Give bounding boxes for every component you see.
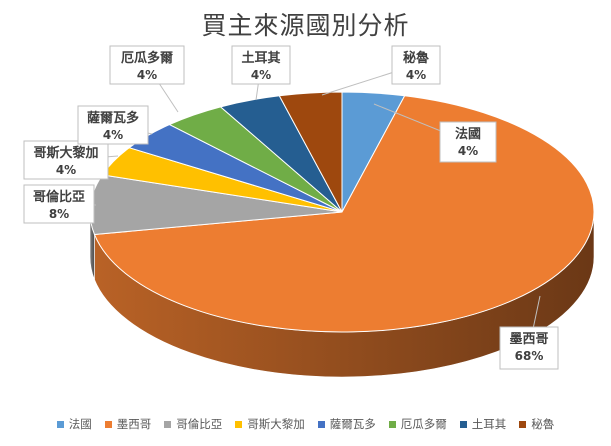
data-label-name: 秘魯 xyxy=(403,50,429,66)
data-label: 哥斯大黎加 4% xyxy=(23,140,109,180)
data-label-value: 8% xyxy=(49,207,69,221)
data-label-box xyxy=(439,121,497,163)
data-labels: 法國 4% 墨西哥 68% 哥倫比亞 8% 哥斯大黎加 4% 薩爾瓦多 4% 厄瓜多爾 4% 土耳其 4%… xyxy=(23,45,559,370)
legend-swatch xyxy=(519,420,527,428)
legend-swatch xyxy=(317,420,325,428)
legend-label: 哥倫比亞 xyxy=(176,417,223,431)
data-label-box xyxy=(499,326,559,370)
data-label-value: 68% xyxy=(515,349,544,363)
legend-item: 土耳其 xyxy=(459,416,507,432)
data-label-box xyxy=(231,45,291,85)
legend-item: 墨西哥 xyxy=(104,416,152,432)
data-label: 薩爾瓦多 4% xyxy=(77,105,149,145)
legend-item: 哥斯大黎加 xyxy=(235,416,305,432)
legend-swatch xyxy=(164,420,172,428)
data-label-name: 哥倫比亞 xyxy=(33,189,85,205)
legend-item: 薩爾瓦多 xyxy=(317,416,376,432)
legend-item: 法國 xyxy=(56,416,92,432)
data-label-value: 4% xyxy=(406,68,426,82)
data-label-name: 厄瓜多爾 xyxy=(121,50,173,66)
data-label-value: 4% xyxy=(103,128,123,142)
data-label-box xyxy=(23,184,95,224)
legend-label: 墨西哥 xyxy=(116,417,152,431)
legend-item: 厄瓜多爾 xyxy=(388,416,447,432)
legend: 法國 墨西哥 哥倫比亞 哥斯大黎加 薩爾瓦多 厄瓜多爾 土耳其 秘魯 xyxy=(0,414,611,434)
pie-top-faces xyxy=(89,91,595,333)
data-label: 哥倫比亞 8% xyxy=(23,184,95,224)
legend-label: 厄瓜多爾 xyxy=(400,417,447,431)
legend-swatch xyxy=(104,420,112,428)
chart-title: 買主來源國別分析 xyxy=(201,11,410,40)
data-label: 厄瓜多爾 4% xyxy=(109,45,185,85)
pie-slice xyxy=(278,91,343,213)
data-label: 秘魯 4% xyxy=(391,45,441,85)
data-label-value: 4% xyxy=(251,68,271,82)
legend-item: 哥倫比亞 xyxy=(164,416,222,432)
data-label-value: 4% xyxy=(137,68,157,82)
data-label-name: 哥斯大黎加 xyxy=(33,145,98,161)
legend-label: 薩爾瓦多 xyxy=(329,417,376,431)
data-label-value: 4% xyxy=(56,163,76,177)
legend-swatch xyxy=(388,420,396,428)
data-label-box xyxy=(23,140,109,180)
data-label-name: 法國 xyxy=(455,126,481,142)
data-label-box xyxy=(109,45,185,85)
legend-label: 秘魯 xyxy=(531,417,555,431)
data-label-name: 墨西哥 xyxy=(509,331,548,347)
data-label-box xyxy=(391,45,441,85)
data-label-value: 4% xyxy=(458,144,478,158)
data-label: 土耳其 4% xyxy=(231,45,291,85)
legend-item: 秘魯 xyxy=(519,416,554,432)
legend-swatch xyxy=(459,420,467,428)
legend-swatch xyxy=(56,420,64,428)
data-label: 法國 4% xyxy=(439,121,497,163)
data-label-name: 土耳其 xyxy=(241,50,280,66)
data-label-name: 薩爾瓦多 xyxy=(87,110,139,126)
data-label: 墨西哥 68% xyxy=(499,326,559,370)
legend-label: 哥斯大黎加 xyxy=(247,417,305,431)
legend-label: 土耳其 xyxy=(471,417,507,431)
legend-swatch xyxy=(235,420,243,428)
data-label-box xyxy=(77,105,149,145)
legend-label: 法國 xyxy=(68,417,92,431)
